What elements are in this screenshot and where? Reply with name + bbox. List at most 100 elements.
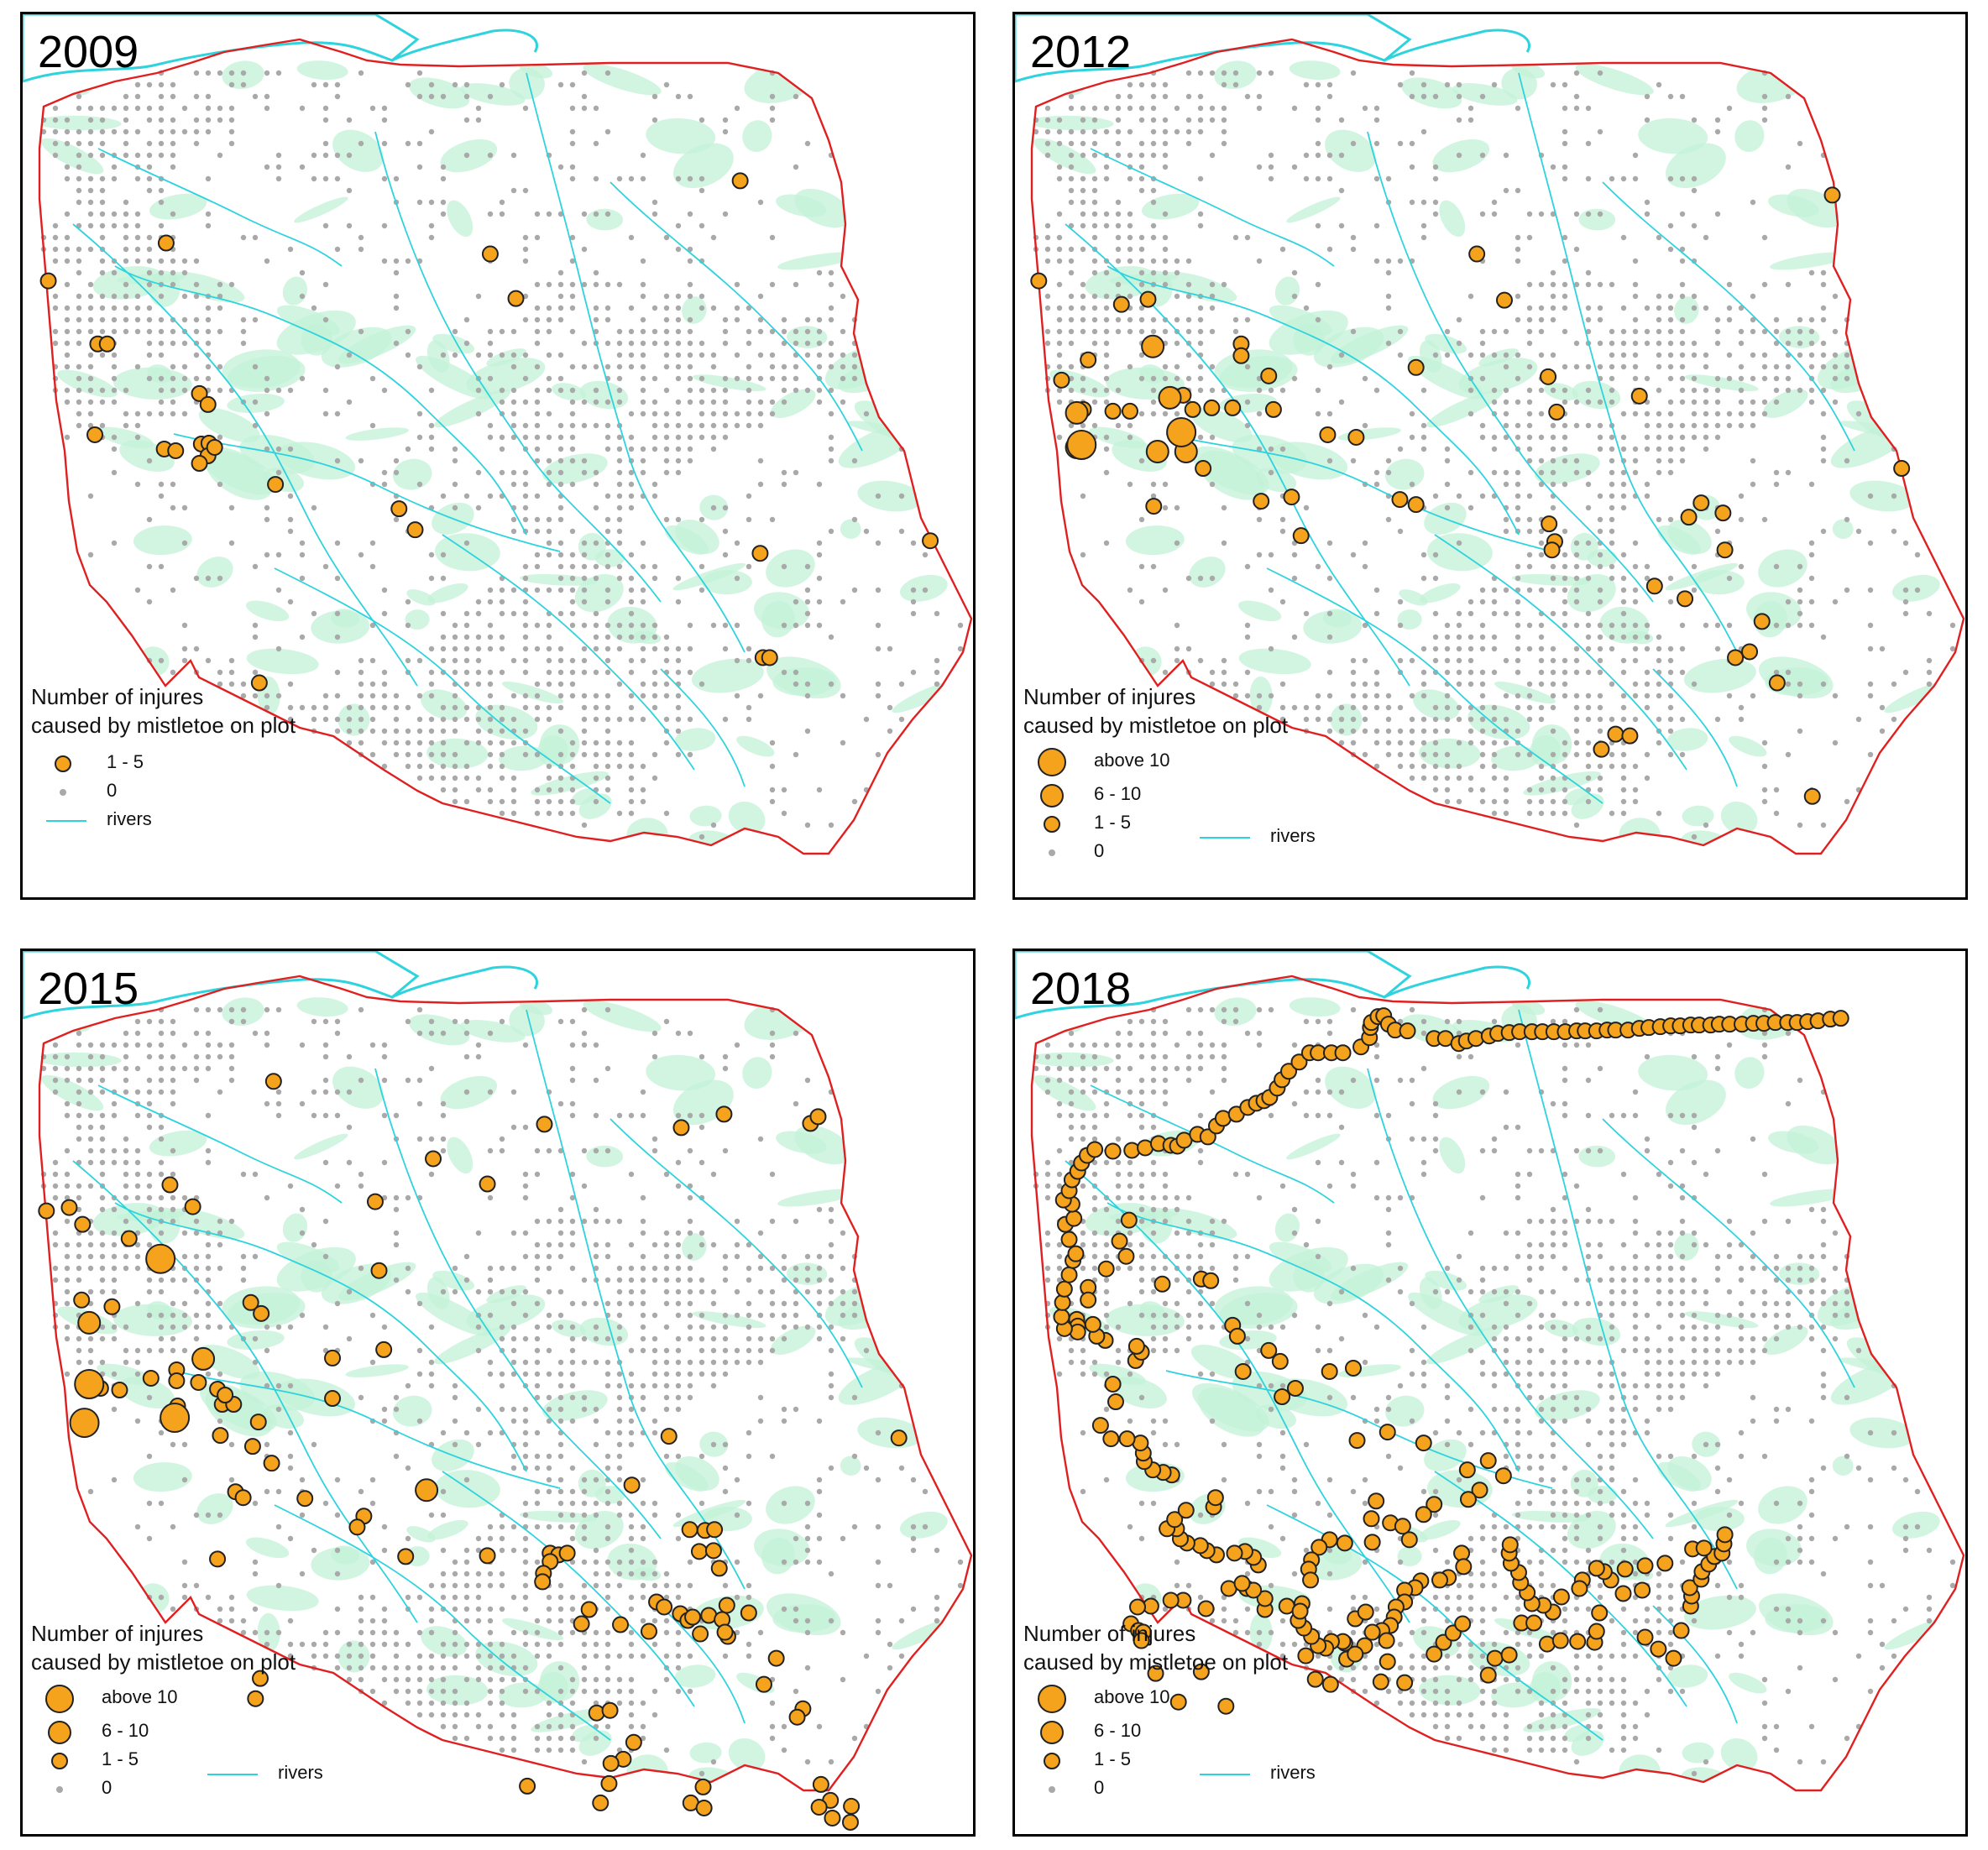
site-1-5	[1080, 351, 1097, 368]
legend-label: above 10	[102, 1686, 178, 1707]
site-1-5	[1055, 1280, 1073, 1298]
site-1-5	[1803, 787, 1821, 805]
site-1-5	[1494, 1467, 1512, 1485]
site-1-5	[1479, 1666, 1497, 1684]
site-1-5	[1271, 1352, 1289, 1370]
site-1-5	[1501, 1536, 1519, 1554]
year-label: 2018	[1030, 964, 1132, 1014]
injury-sites	[39, 172, 939, 692]
site-small-icon	[55, 755, 71, 772]
site-1-5	[1665, 1649, 1682, 1667]
site-1-5	[1217, 1697, 1235, 1715]
site-1-5	[1614, 1585, 1632, 1602]
site-1-5	[1591, 1604, 1609, 1622]
site-1-5	[191, 384, 208, 402]
legend-label: above 10	[1094, 1686, 1170, 1707]
site-1-5	[1459, 1491, 1477, 1508]
site-1-5	[1543, 541, 1561, 559]
site-6-10	[1158, 385, 1182, 410]
site-above-10	[1166, 416, 1197, 447]
rivers	[72, 1009, 863, 1741]
site-1-5	[507, 290, 525, 307]
legend-title-line2: caused by mistletoe on plot	[1023, 713, 1289, 738]
site-1-5	[1431, 1571, 1449, 1589]
bay-icon	[1384, 29, 1530, 62]
site-1-5	[263, 1455, 280, 1472]
injury-sites	[1030, 186, 1911, 805]
river-line-icon	[207, 1774, 258, 1775]
site-1-5	[1551, 1632, 1569, 1649]
site-1-5	[1541, 515, 1558, 533]
site-1-5	[1588, 1560, 1605, 1577]
site-1-5	[1768, 674, 1786, 692]
site-1-5	[1106, 1393, 1124, 1411]
site-1-5	[1145, 498, 1163, 515]
site-1-5	[390, 500, 408, 518]
site-1-5	[1677, 590, 1694, 608]
site-1-5	[425, 1150, 442, 1168]
site-1-5	[1394, 1518, 1411, 1535]
site-1-5	[1607, 725, 1624, 743]
site-1-5	[252, 1670, 269, 1687]
site-1-5	[157, 234, 175, 252]
site-1-5	[1716, 541, 1734, 559]
legend-label: rivers	[1270, 825, 1316, 846]
site-1-5	[843, 1797, 861, 1815]
site-1-5	[1727, 649, 1745, 666]
site-1-5	[184, 1198, 201, 1215]
zero-plots	[40, 70, 964, 840]
site-1-5	[731, 172, 749, 190]
site-1-5	[1139, 290, 1157, 308]
site-6-10	[1141, 334, 1165, 358]
site-1-5	[1292, 527, 1310, 545]
site-1-5	[38, 1202, 55, 1220]
site-1-5	[73, 1291, 91, 1309]
site-1-5	[1407, 358, 1425, 376]
site-1-5	[1060, 1231, 1078, 1248]
site-1-5	[1454, 1615, 1472, 1633]
legend: Number of injures caused by mistletoe on…	[1023, 682, 1460, 892]
legend-label: rivers	[278, 1762, 323, 1783]
site-1-5	[1399, 1022, 1416, 1040]
site-1-5	[710, 1560, 728, 1577]
site-1-5	[812, 1775, 829, 1793]
river-line-icon	[1200, 837, 1250, 839]
site-1-5	[1415, 1506, 1432, 1523]
site-1-5	[1086, 1141, 1104, 1158]
legend-label: rivers	[1270, 1762, 1316, 1783]
site-1-5	[1080, 1291, 1097, 1309]
site-above-10	[160, 1403, 191, 1434]
site-1-5	[573, 1615, 590, 1633]
site-1-5	[810, 1798, 828, 1816]
site-1-5	[1552, 1588, 1570, 1606]
site-1-5	[672, 1119, 690, 1137]
site-1-5	[1260, 367, 1278, 384]
rivers	[1065, 1009, 1855, 1741]
site-1-5	[375, 1340, 393, 1358]
site-1-5	[264, 1073, 282, 1090]
site-1-5	[1336, 1534, 1353, 1552]
site-1-5	[684, 1608, 702, 1626]
site-1-5	[1118, 1430, 1136, 1448]
legend-label: 1 - 5	[102, 1748, 139, 1769]
site-1-5	[601, 1701, 619, 1719]
site-1-5	[690, 1543, 708, 1560]
site-1-5	[267, 476, 285, 494]
legend-label: 0	[1094, 840, 1105, 861]
site-1-5	[98, 335, 116, 353]
poland-map	[1015, 14, 1965, 855]
site-1-5	[1400, 1531, 1418, 1549]
site-1-5	[656, 1598, 673, 1616]
legend-title-line2: caused by mistletoe on plot	[31, 713, 296, 738]
site-1-5	[1091, 1417, 1109, 1435]
site-1-5	[660, 1428, 677, 1445]
site-1-5	[890, 1429, 908, 1447]
legend-label: 1 - 5	[107, 751, 144, 772]
legend-label: 6 - 10	[1094, 783, 1142, 804]
legend-label: 1 - 5	[1094, 812, 1132, 833]
site-1-5	[558, 1544, 576, 1562]
site-1-5	[1621, 727, 1639, 745]
site-1-5	[1396, 1674, 1414, 1691]
site-1-5	[1097, 1260, 1115, 1278]
site-1-5	[1588, 1623, 1605, 1640]
